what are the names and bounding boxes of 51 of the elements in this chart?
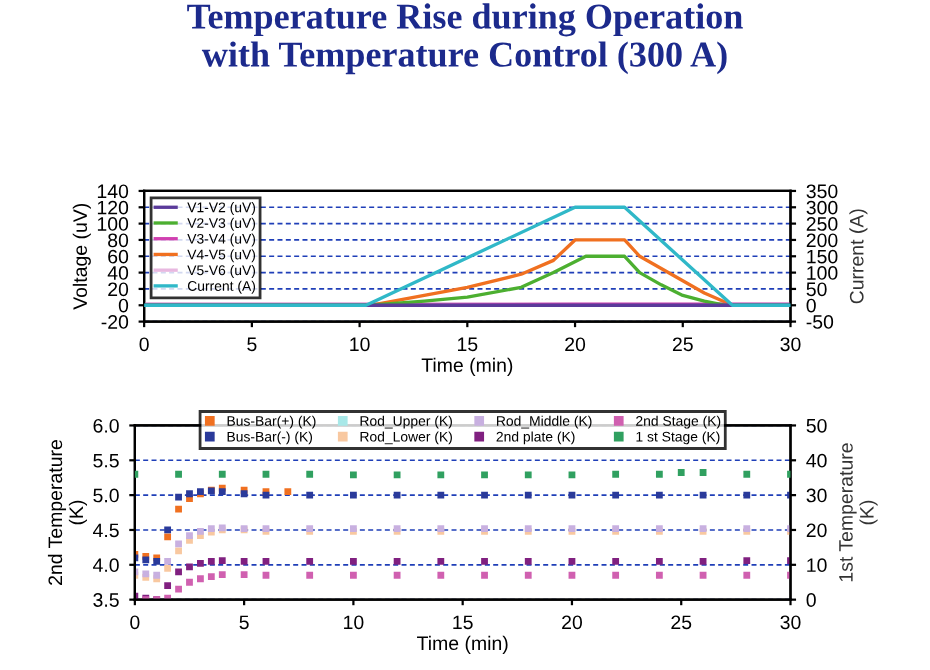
x-tick-label: 20 xyxy=(562,615,582,630)
x-tick-label: 0 xyxy=(130,615,140,630)
y-tick-label: 100 xyxy=(97,217,129,231)
y-tick-label: -20 xyxy=(101,315,129,329)
y-tick-label: 0 xyxy=(118,298,129,313)
y2-tick-label: 0 xyxy=(806,298,816,313)
x-tick-label: 10 xyxy=(344,615,364,630)
x-axis-title: Time (min) xyxy=(417,635,508,654)
y-tick-label: 120 xyxy=(97,200,129,215)
x-tick-label: 0 xyxy=(139,337,149,352)
y2-tick-label: 50 xyxy=(806,418,827,433)
y2-axis-title: 1st Temperature (K) xyxy=(839,443,878,582)
y2-tick-label: 200 xyxy=(806,233,838,248)
x-tick-label: 15 xyxy=(457,337,478,352)
y2-tick-label: 100 xyxy=(807,266,838,280)
y-tick-label: 20 xyxy=(108,282,129,297)
y-axis-title: Voltage (uV) xyxy=(72,203,91,310)
y2-axis-title: Current (A) xyxy=(849,209,868,304)
y-tick-label: 60 xyxy=(108,249,129,264)
x-tick-label: 20 xyxy=(565,337,586,352)
y-tick-label: 5.5 xyxy=(93,453,119,468)
y2-tick-label: 250 xyxy=(806,217,838,231)
y-tick-label: 6.0 xyxy=(93,418,119,433)
y-tick-label: 140 xyxy=(97,184,129,199)
y2-tick-label: 150 xyxy=(807,249,838,264)
y-tick-label: 80 xyxy=(108,233,129,248)
y2-tick-label: 350 xyxy=(806,184,838,199)
x-tick-label: 25 xyxy=(672,337,693,352)
y2-tick-label: 300 xyxy=(806,200,838,215)
x-tick-label: 30 xyxy=(780,337,801,352)
y-tick-label: 4.5 xyxy=(92,523,119,538)
y2-tick-label: 20 xyxy=(806,523,827,538)
y-tick-label: 4.0 xyxy=(92,558,119,573)
x-tick-label: 5 xyxy=(247,337,257,352)
x-tick-label: 5 xyxy=(239,615,249,630)
x-tick-label: 15 xyxy=(453,615,473,630)
y-axis-title: 2nd Temperature (K) xyxy=(47,440,87,585)
y2-tick-label: 30 xyxy=(806,488,827,503)
y-tick-label: 5.0 xyxy=(93,488,119,503)
y-tick-label: 40 xyxy=(107,266,129,280)
y-tick-label: 3.5 xyxy=(93,593,119,607)
x-tick-label: 25 xyxy=(671,615,692,630)
x-axis-title: Time (min) xyxy=(421,357,513,376)
y2-tick-label: 50 xyxy=(806,282,827,297)
chart-title: Temperature Rise during Operation with Temperature Control (300 A) xyxy=(187,3,743,75)
y2-tick-label: 0 xyxy=(806,593,816,607)
y2-tick-label: 40 xyxy=(806,453,827,468)
y2-tick-label: 10 xyxy=(807,558,827,573)
y2-tick-label: -50 xyxy=(806,315,834,329)
x-tick-label: 10 xyxy=(350,337,370,352)
x-tick-label: 30 xyxy=(780,615,801,630)
